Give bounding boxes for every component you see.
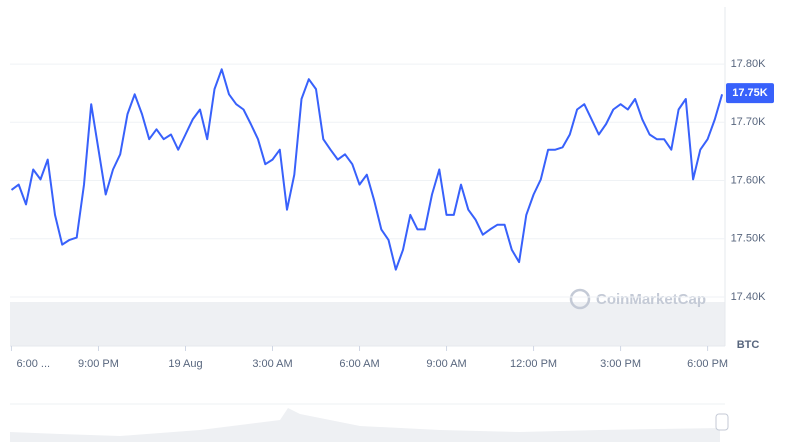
- x-tick-label: 6:00 AM: [339, 358, 379, 370]
- x-tick-label: 9:00 PM: [78, 358, 119, 370]
- navigator-area: [10, 408, 720, 442]
- x-tick-label: 12:00 PM: [510, 358, 557, 370]
- x-tick-label: 3:00 AM: [252, 358, 292, 370]
- y-tick-label: 17.50K: [731, 233, 767, 245]
- y-tick-label: 17.70K: [731, 116, 767, 128]
- x-tick-label: 6:00 PM: [687, 358, 728, 370]
- y-tick-label: 17.40K: [731, 291, 767, 303]
- x-tick-label: 3:00 PM: [600, 358, 641, 370]
- watermark: CoinMarketCap: [569, 288, 706, 310]
- x-tick-label: 9:00 AM: [426, 358, 466, 370]
- watermark-text: CoinMarketCap: [596, 291, 706, 308]
- price-line: [10, 68, 724, 271]
- y-tick-label: 17.80K: [731, 58, 767, 70]
- navigator-handle[interactable]: [715, 413, 729, 431]
- y-tick-label: 17.60K: [731, 174, 767, 186]
- x-tick-label: 19 Aug: [168, 358, 202, 370]
- watermark-logo: [569, 288, 591, 310]
- y-unit: BTC: [737, 339, 760, 351]
- volume-area: [10, 302, 725, 346]
- price-badge: [726, 83, 774, 104]
- price-badge-label: 17.75K: [732, 87, 768, 99]
- x-tick-label: 6:00 ...: [16, 358, 50, 370]
